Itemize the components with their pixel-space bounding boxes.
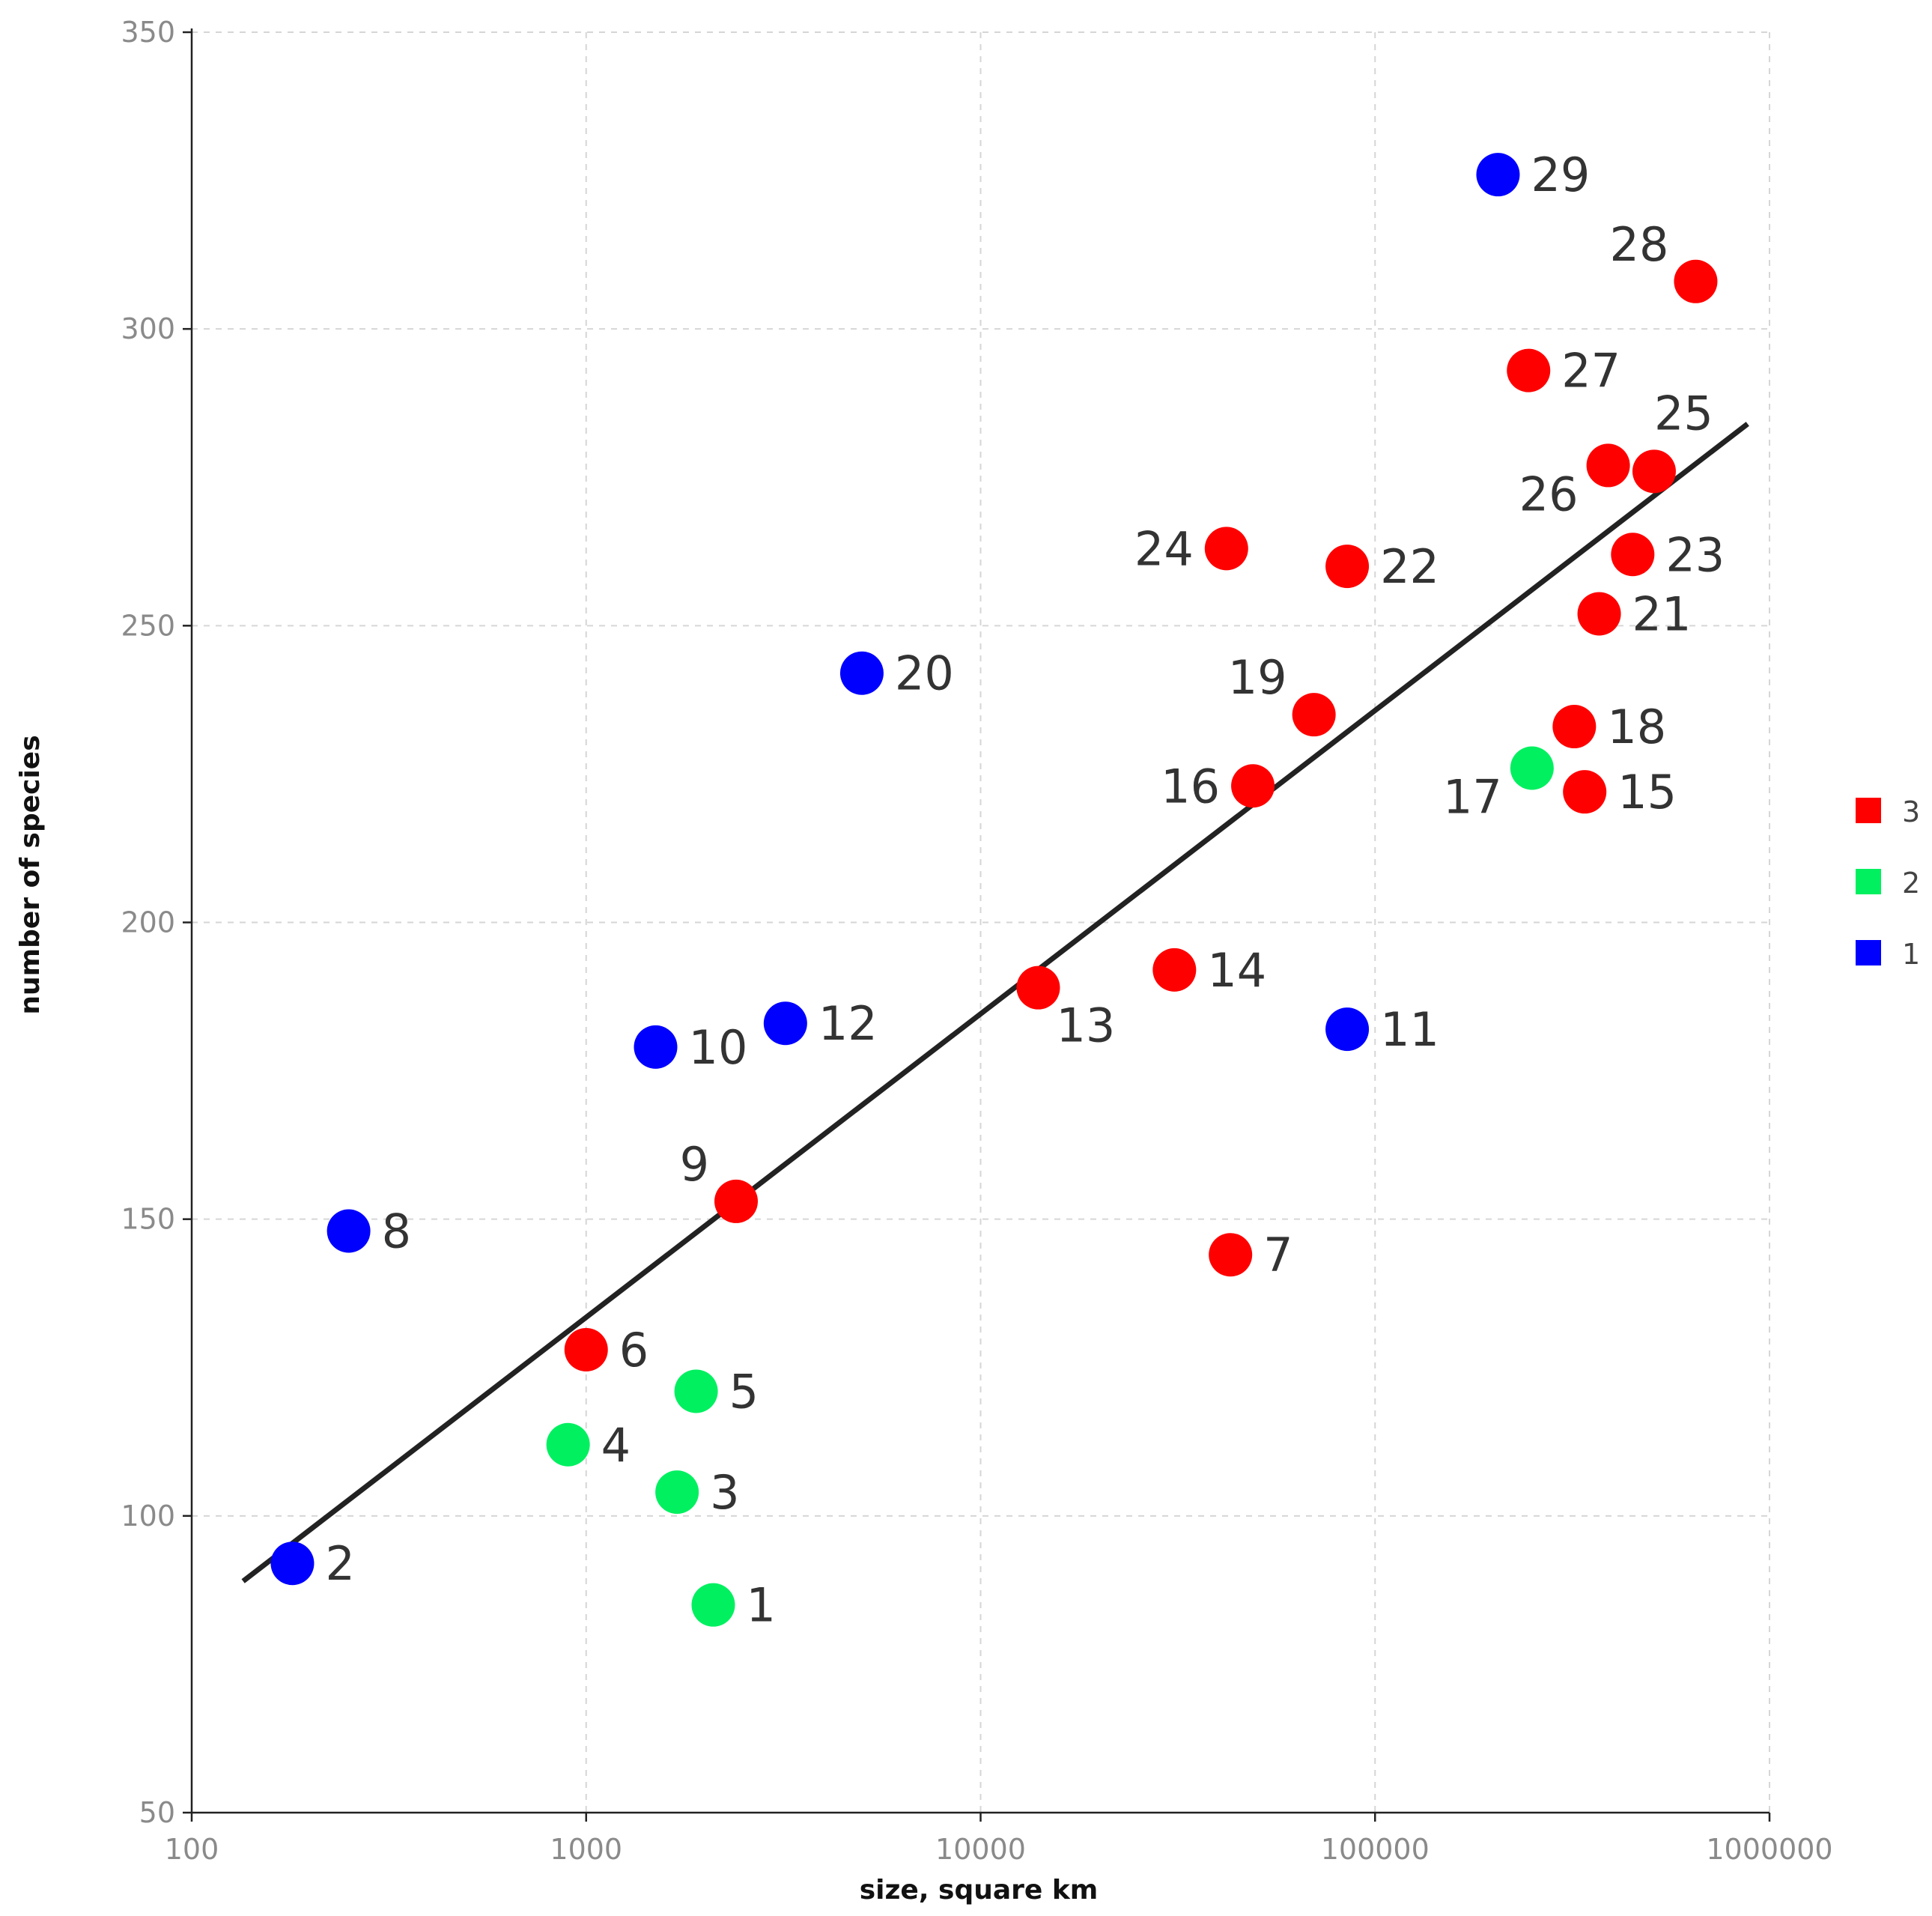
x-tick-label: 100: [165, 1833, 219, 1866]
point-label-23: 23: [1665, 527, 1725, 582]
trendline: [241, 422, 1749, 1583]
data-point-4: [546, 1422, 590, 1467]
point-label-17: 17: [1443, 769, 1502, 824]
legend-label-1: 1: [1902, 938, 1920, 971]
point-label-12: 12: [818, 996, 878, 1051]
data-point-2: [270, 1541, 315, 1586]
axes: 100 1000 10000 100000 1000000 50 100 150 200 250 3…: [121, 16, 1832, 1866]
point-label-3: 3: [710, 1465, 739, 1520]
data-point-6: [564, 1327, 608, 1371]
point-label-28: 28: [1610, 217, 1669, 272]
point-label-15: 15: [1617, 765, 1677, 819]
point-label-2: 2: [325, 1536, 354, 1591]
trendline-layer: [241, 422, 1749, 1583]
y-tick-label: 50: [139, 1796, 175, 1829]
x-axis-title: size, square km: [860, 1875, 1099, 1906]
point-label-8: 8: [382, 1204, 411, 1259]
y-tick-label: 300: [121, 312, 175, 345]
point-label-24: 24: [1134, 521, 1194, 576]
data-point-23: [1611, 533, 1655, 577]
data-point-8: [326, 1209, 371, 1253]
gridlines: [192, 31, 1770, 1813]
data-point-12: [763, 1001, 807, 1046]
point-label-19: 19: [1228, 650, 1287, 705]
y-tick-label: 350: [121, 16, 175, 49]
point-label-20: 20: [895, 646, 954, 701]
data-point-22: [1325, 545, 1370, 589]
x-tick-label: 100000: [1321, 1833, 1430, 1866]
data-point-25: [1632, 449, 1676, 494]
y-tick-label: 250: [121, 609, 175, 642]
data-point-29: [1476, 153, 1520, 197]
y-tick-label: 150: [121, 1203, 175, 1236]
point-label-1: 1: [746, 1578, 775, 1633]
data-point-5: [674, 1369, 718, 1413]
point-label-13: 13: [1056, 998, 1115, 1053]
x-tick-label: 1000000: [1706, 1833, 1832, 1866]
point-label-26: 26: [1519, 467, 1579, 521]
point-label-22: 22: [1380, 539, 1439, 594]
data-point-3: [655, 1470, 699, 1515]
data-points: [270, 153, 1718, 1627]
point-label-27: 27: [1561, 344, 1620, 398]
data-point-18: [1552, 705, 1597, 749]
data-point-11: [1325, 1007, 1370, 1052]
data-point-1: [691, 1583, 735, 1627]
data-point-28: [1674, 259, 1718, 303]
point-label-14: 14: [1207, 943, 1266, 998]
data-point-7: [1209, 1233, 1253, 1277]
data-point-16: [1231, 764, 1275, 808]
data-point-14: [1152, 948, 1197, 992]
point-label-5: 5: [729, 1364, 759, 1419]
x-tick-label: 1000: [550, 1833, 622, 1866]
legend: 3 2 1: [1856, 795, 1920, 971]
data-point-13: [1016, 965, 1060, 1010]
point-label-25: 25: [1654, 386, 1713, 440]
data-point-21: [1577, 592, 1621, 636]
y-tick-label: 200: [121, 906, 175, 939]
point-label-18: 18: [1607, 700, 1666, 754]
y-tick-label: 100: [121, 1500, 175, 1533]
data-point-15: [1563, 770, 1607, 814]
point-label-4: 4: [601, 1418, 631, 1473]
data-point-26: [1586, 443, 1630, 488]
data-point-10: [634, 1025, 678, 1069]
point-label-9: 9: [680, 1137, 709, 1192]
legend-swatch-3: [1856, 798, 1881, 823]
point-label-11: 11: [1380, 1002, 1439, 1057]
point-label-10: 10: [689, 1020, 748, 1075]
point-label-16: 16: [1161, 759, 1220, 813]
data-point-24: [1204, 527, 1248, 571]
data-point-17: [1510, 746, 1554, 790]
legend-label-3: 3: [1902, 795, 1920, 828]
data-point-9: [714, 1179, 759, 1223]
point-label-29: 29: [1531, 148, 1590, 202]
data-point-20: [839, 651, 884, 695]
legend-label-2: 2: [1902, 867, 1920, 900]
point-label-7: 7: [1263, 1228, 1292, 1282]
data-point-19: [1292, 693, 1336, 737]
legend-swatch-2: [1856, 869, 1881, 894]
point-label-21: 21: [1632, 586, 1692, 641]
legend-swatch-1: [1856, 940, 1881, 965]
y-axis-title: number of species: [15, 735, 46, 1014]
x-tick-label: 10000: [935, 1833, 1026, 1866]
point-label-6: 6: [619, 1323, 648, 1377]
data-point-27: [1507, 348, 1551, 392]
